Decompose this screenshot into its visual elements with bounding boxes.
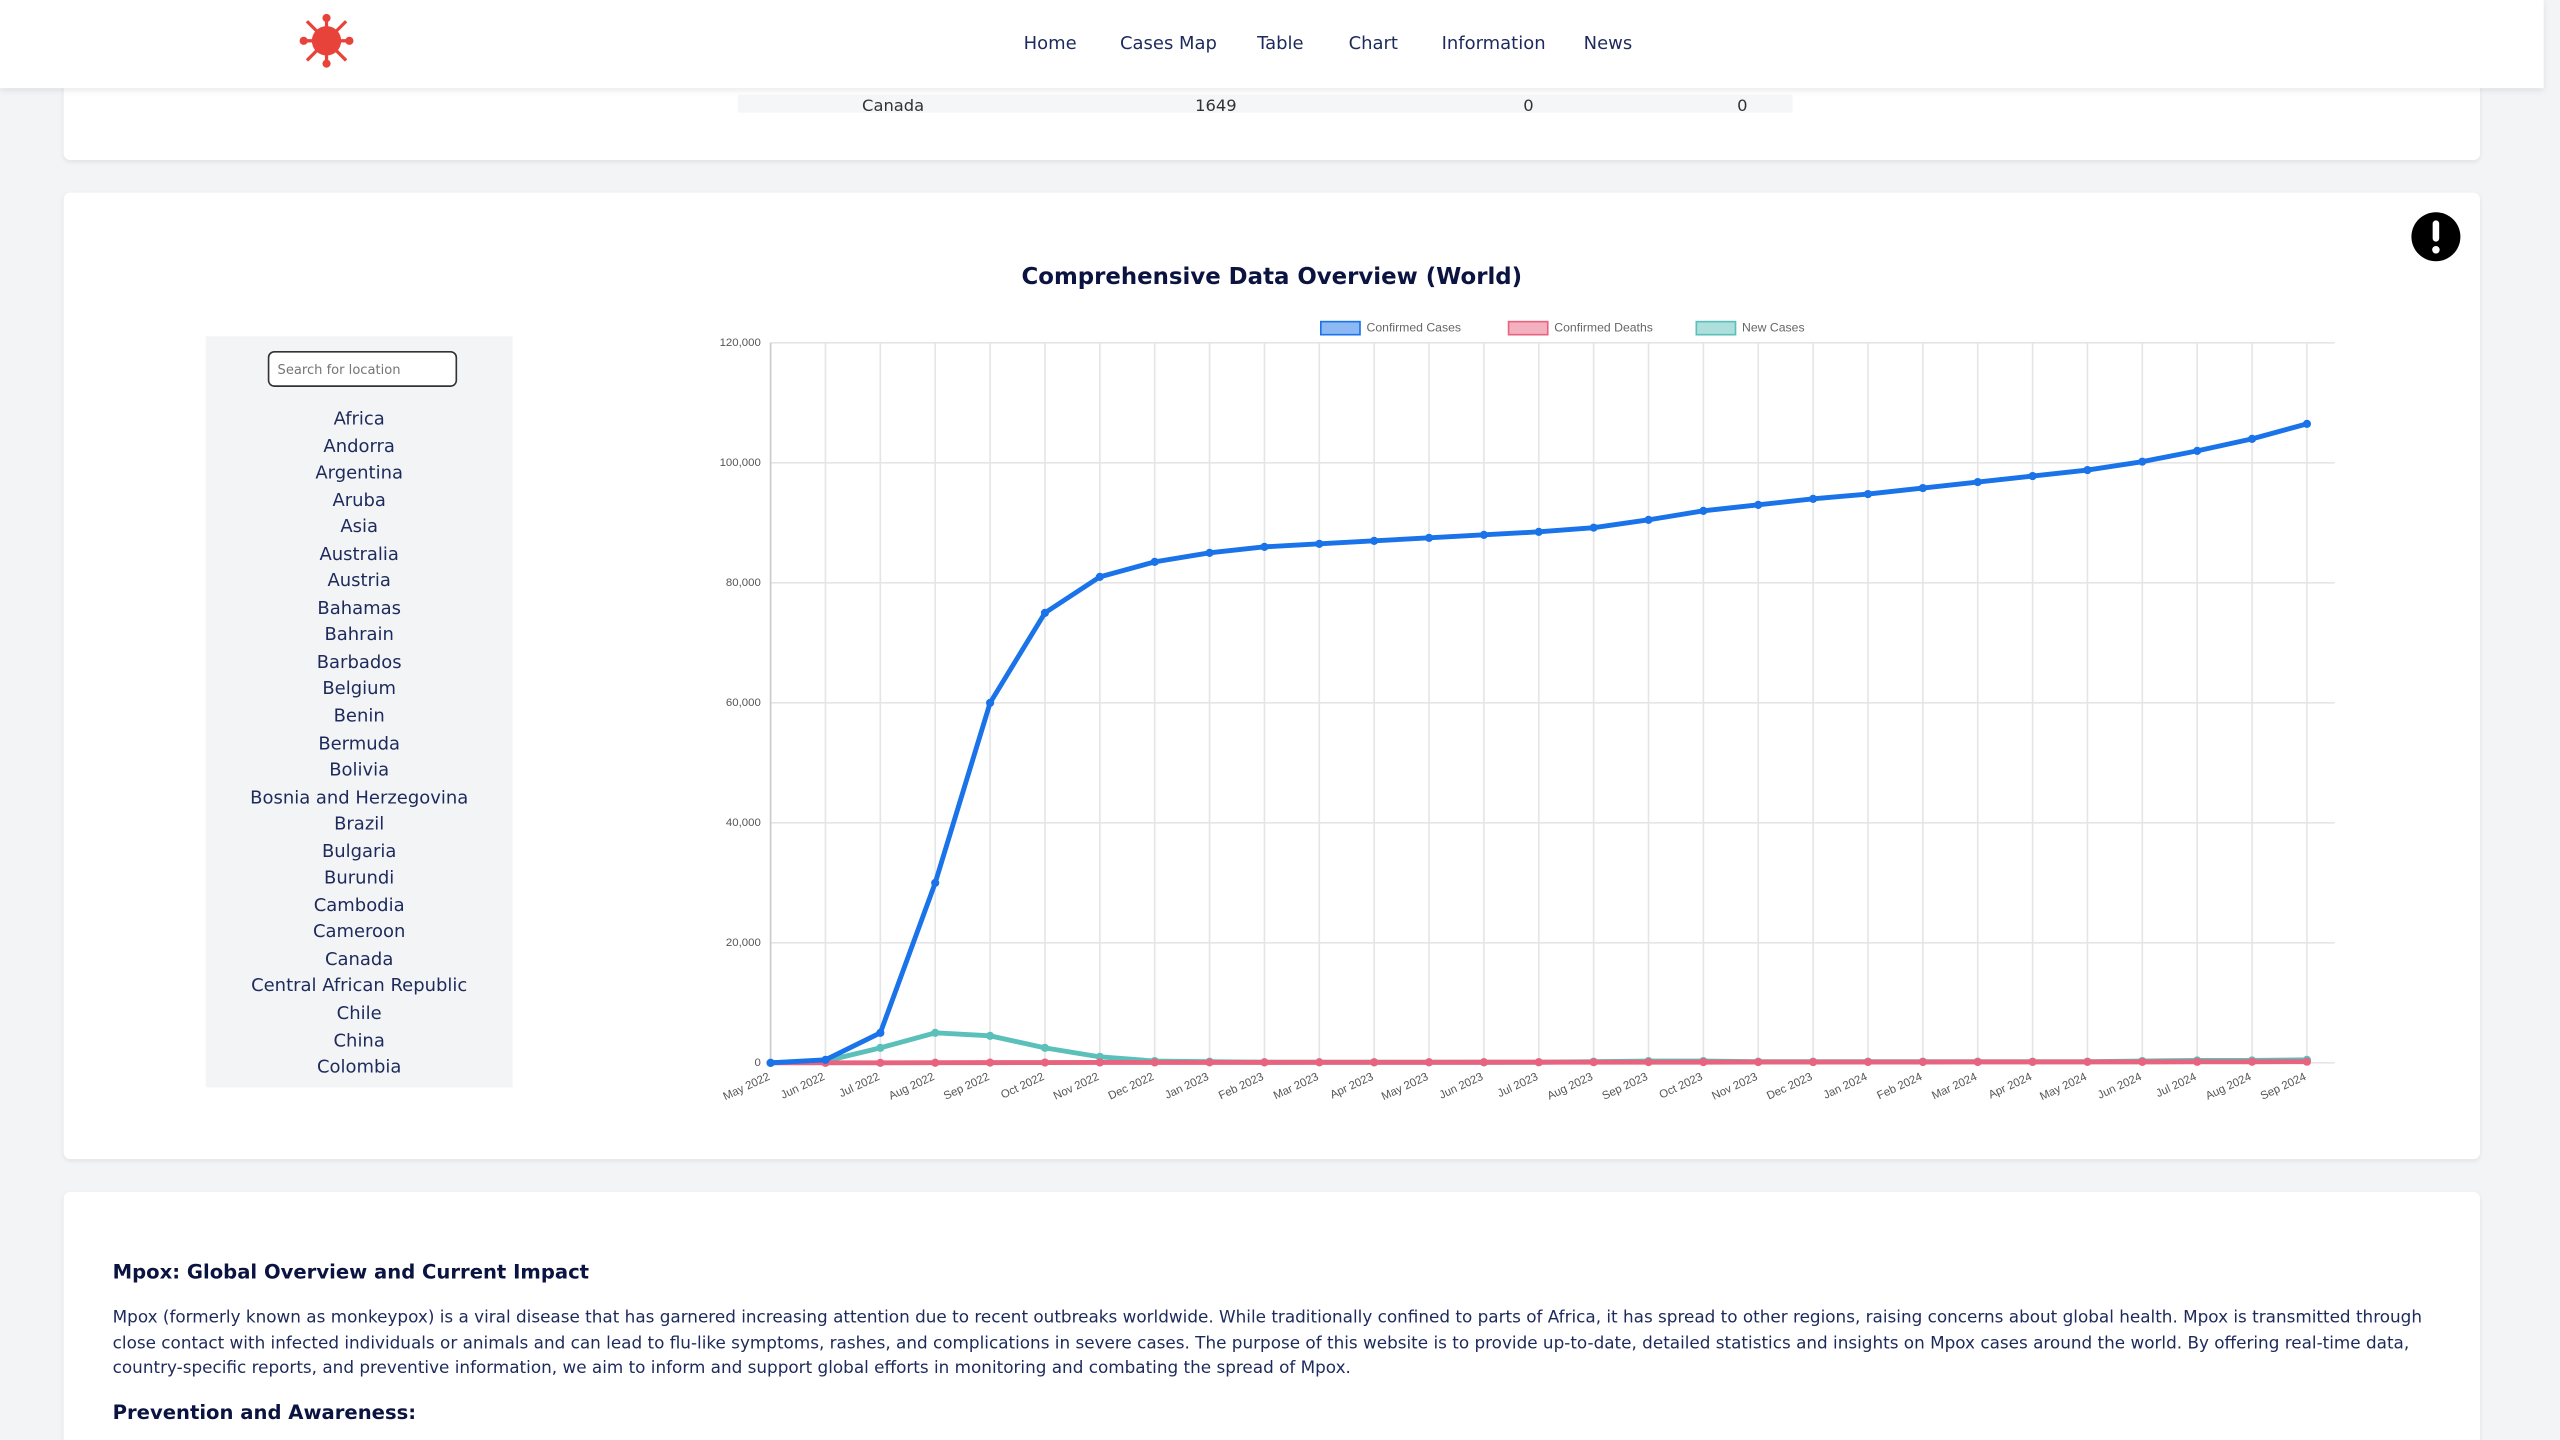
- location-item[interactable]: Barbados: [316, 651, 402, 673]
- location-item[interactable]: Cameroon: [312, 921, 406, 943]
- cell: 0: [1523, 97, 1534, 116]
- article-subtitle: Prevention and Awareness:: [112, 1400, 417, 1424]
- nav-link[interactable]: Home: [1023, 32, 1077, 54]
- article-title: Mpox: Global Overview and Current Impact: [112, 1260, 590, 1284]
- location-item[interactable]: Bulgaria: [321, 840, 397, 862]
- location-list: Africa Andorra Argentina Aruba Asia Australia…: [205, 336, 513, 1088]
- header: Home Cases Map Table Chart Information N…: [0, 0, 2544, 89]
- location-item[interactable]: Belgium: [322, 678, 396, 700]
- location-item[interactable]: Cambodia: [313, 894, 405, 916]
- location-item[interactable]: Bermuda: [318, 732, 401, 754]
- location-item[interactable]: Africa: [333, 408, 385, 430]
- location-item[interactable]: Asia: [340, 516, 379, 538]
- location-item[interactable]: Chile: [336, 1002, 382, 1024]
- location-item[interactable]: Austria: [327, 570, 391, 592]
- location-item[interactable]: Aruba: [332, 489, 386, 511]
- nav-link[interactable]: Table: [1257, 32, 1304, 54]
- location-item[interactable]: Brazil: [334, 813, 385, 835]
- location-item[interactable]: Bahrain: [324, 624, 394, 646]
- location-item[interactable]: Argentina: [315, 462, 403, 484]
- cell: 1649: [1195, 97, 1237, 116]
- nav-link[interactable]: Chart: [1348, 32, 1398, 54]
- location-item[interactable]: Andorra: [323, 435, 395, 457]
- cell: Canada: [862, 97, 925, 116]
- logo[interactable]: [299, 13, 355, 69]
- location-item[interactable]: Bosnia and Herzegovina: [250, 786, 469, 808]
- alert-icon[interactable]: [2410, 211, 2462, 263]
- location-item[interactable]: Bahamas: [317, 597, 401, 619]
- search-input[interactable]: [267, 351, 458, 387]
- location-item[interactable]: Canada: [324, 948, 394, 970]
- location-item[interactable]: Central African Republic: [251, 975, 468, 997]
- location-item[interactable]: Australia: [319, 543, 399, 565]
- location-item[interactable]: Burundi: [324, 867, 395, 889]
- nav-link[interactable]: Information: [1441, 32, 1546, 54]
- locations: Africa Andorra Argentina Aruba Asia Australia…: [206, 408, 513, 1083]
- table-row: Canada 1649 0 0: [737, 94, 1793, 116]
- nav-link[interactable]: Cases Map: [1119, 32, 1217, 54]
- article-text: Mpox (formerly known as monkeypox) is a …: [112, 1307, 2423, 1378]
- location-item[interactable]: Benin: [333, 705, 385, 727]
- article-card: Mpox: Global Overview and Current Impact…: [63, 1191, 2480, 1440]
- location-item[interactable]: Colombia: [316, 1056, 402, 1078]
- location-item[interactable]: Bolivia: [329, 759, 390, 781]
- nav-link[interactable]: News: [1583, 32, 1633, 54]
- location-item[interactable]: China: [333, 1029, 385, 1051]
- cell: 0: [1737, 97, 1748, 116]
